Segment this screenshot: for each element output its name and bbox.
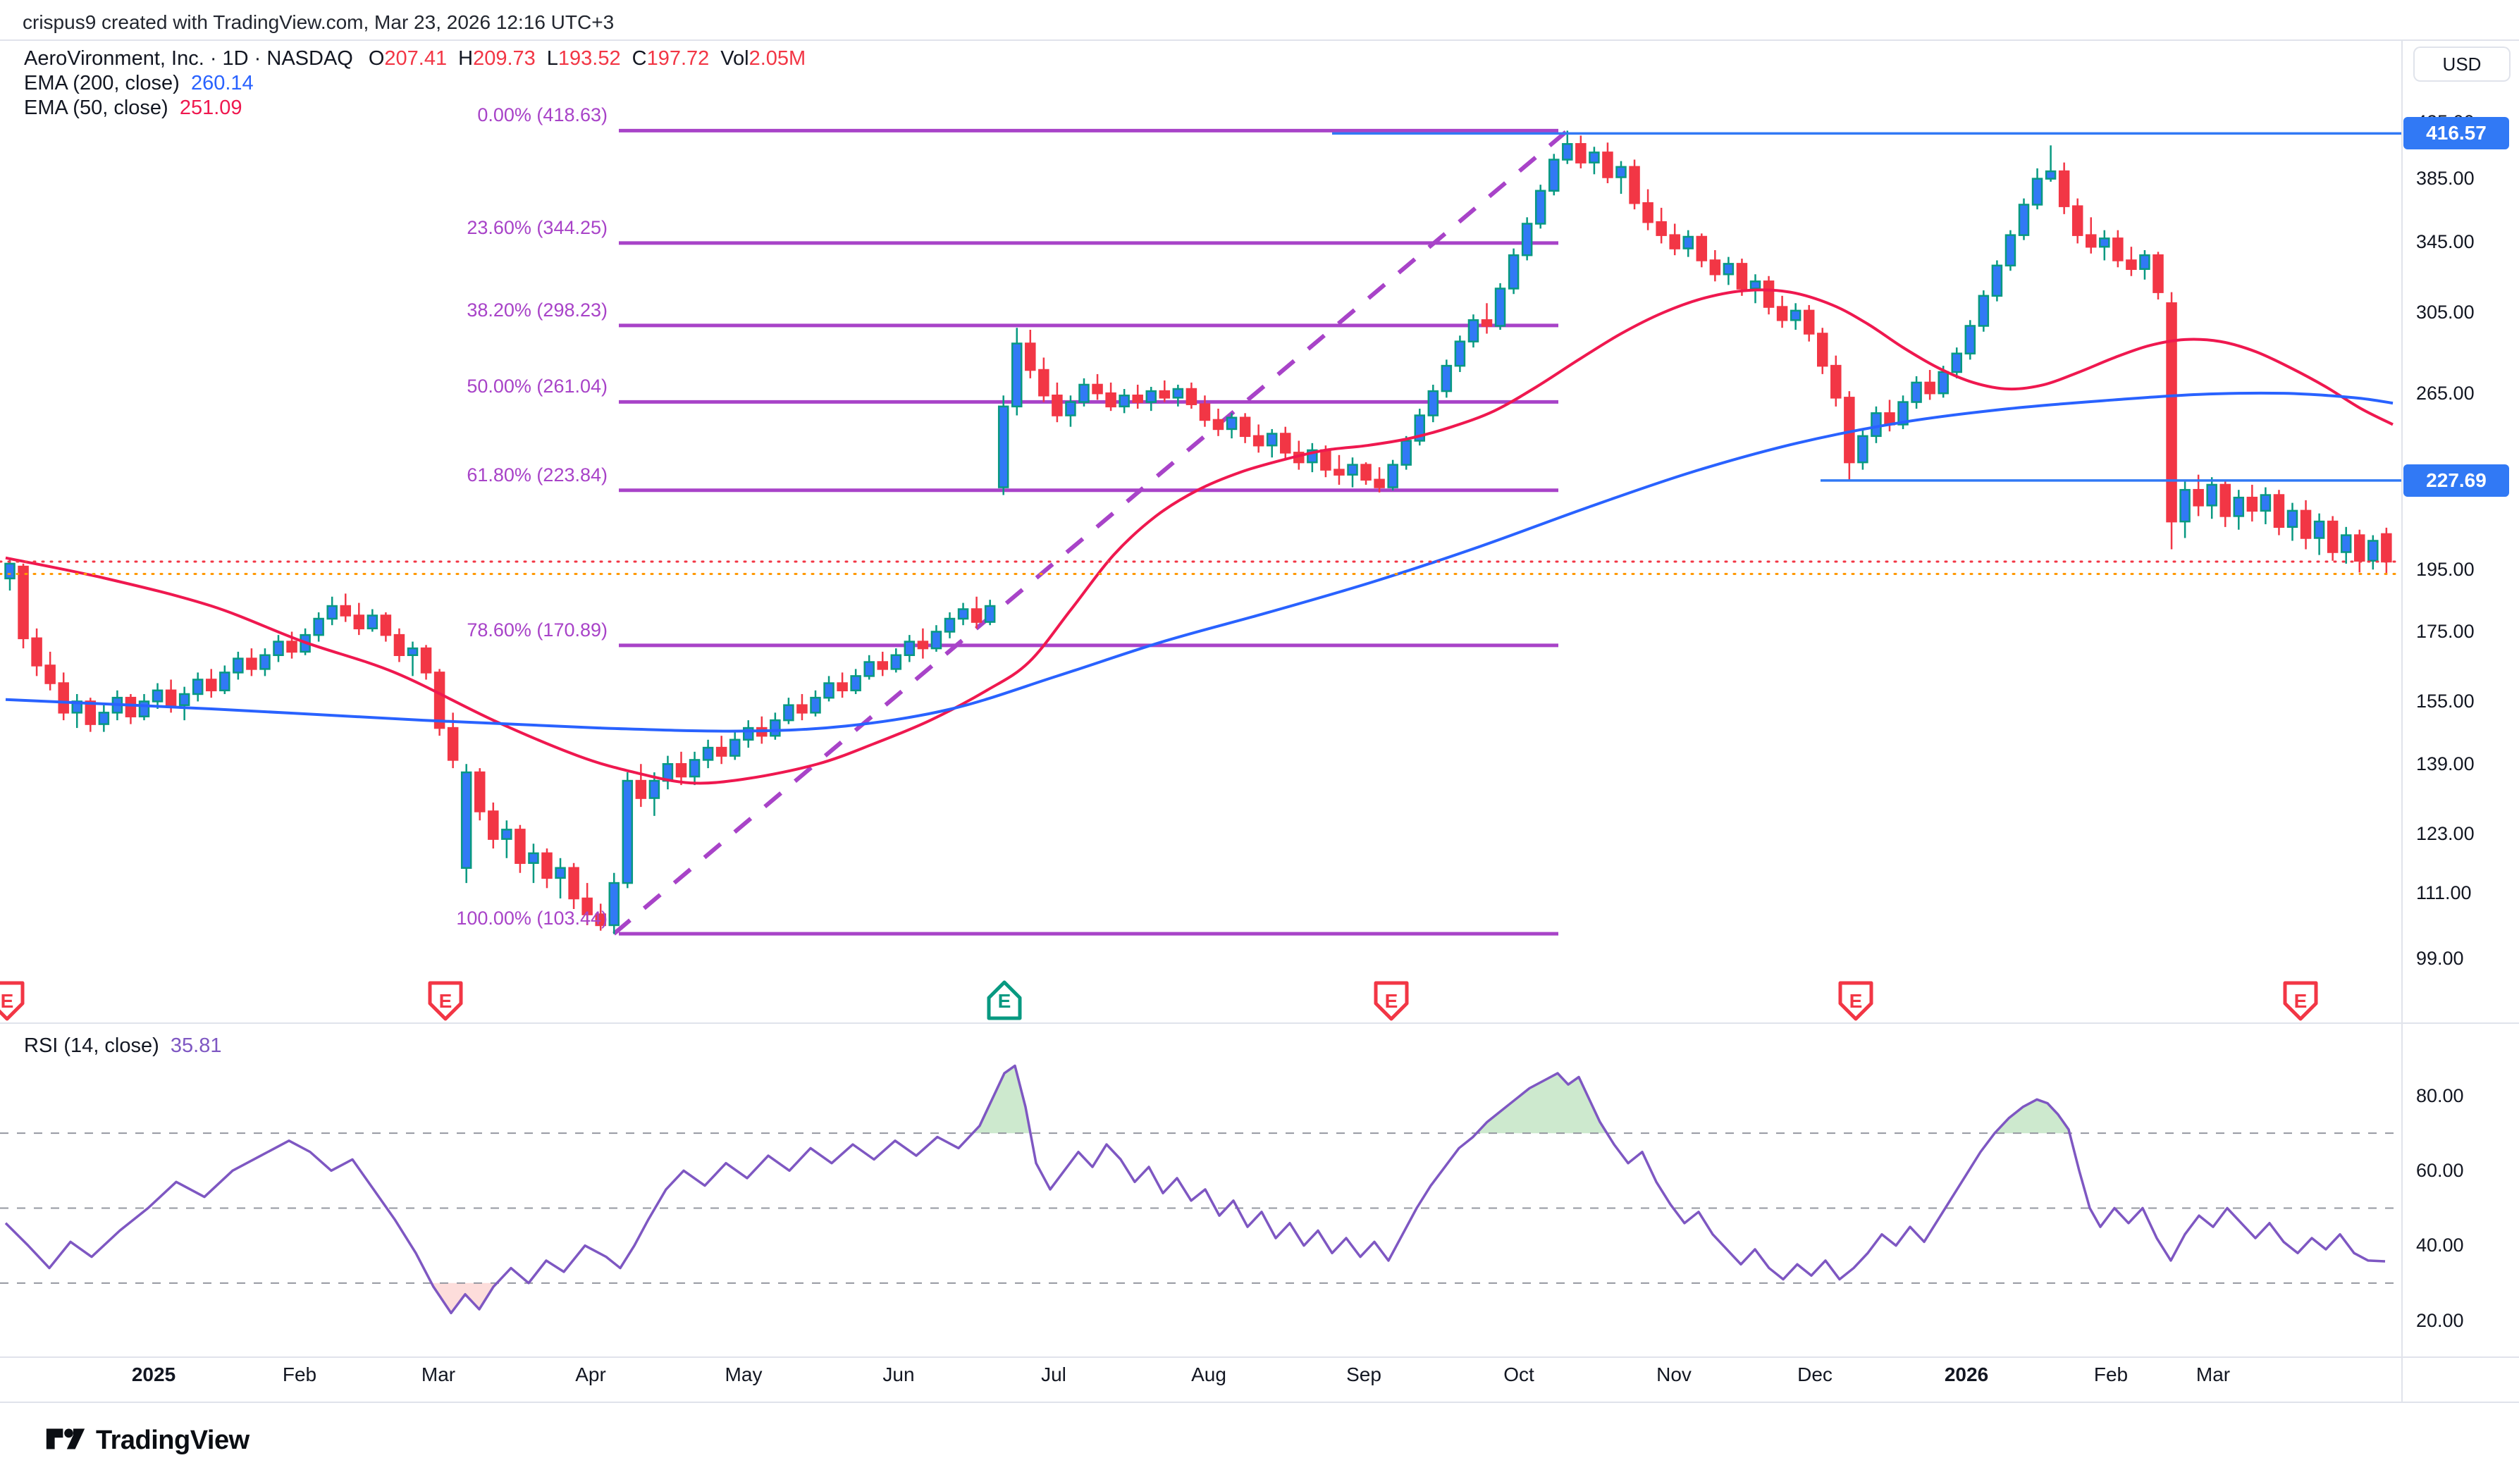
- volume-label: Vol: [720, 47, 749, 70]
- rsi-overbought-fill: [973, 1065, 2070, 1134]
- rsi-value: 35.81: [170, 1034, 222, 1057]
- ema50-value: 251.09: [179, 97, 242, 119]
- price-tick: 385.00: [2416, 168, 2475, 190]
- ema50-label: EMA (50, close): [24, 97, 168, 119]
- open-value: 207.41: [384, 47, 448, 70]
- earnings-marker-miss-icon[interactable]: E: [0, 981, 25, 1021]
- currency-toggle-button[interactable]: USD: [2413, 47, 2511, 82]
- high-value: 209.73: [473, 47, 536, 70]
- fib-level-label: 50.00% (261.04): [467, 376, 608, 397]
- earnings-marker-miss-icon[interactable]: E: [428, 981, 463, 1021]
- time-axis-label: 2026: [1944, 1364, 1989, 1385]
- time-axis-label: Jul: [1041, 1364, 1066, 1385]
- fib-trendline[interactable]: [612, 129, 1569, 936]
- time-axis-label: Aug: [1191, 1364, 1226, 1385]
- low-label: L: [546, 47, 558, 70]
- svg-text:E: E: [1, 990, 14, 1012]
- price-tick: 155.00: [2416, 690, 2475, 712]
- rsi-legend: RSI (14, close) 35.81: [24, 1034, 222, 1058]
- volume-value: 2.05M: [749, 47, 806, 70]
- time-axis-label: May: [725, 1364, 763, 1385]
- low-value: 193.52: [558, 47, 621, 70]
- price-tick: 305.00: [2416, 302, 2475, 323]
- ema200-label: EMA (200, close): [24, 72, 180, 94]
- fib-level-label: 23.60% (344.25): [467, 216, 608, 238]
- price-tick: 139.00: [2416, 753, 2475, 774]
- ema200-legend-row: EMA (200, close) 260.14: [24, 71, 817, 96]
- open-label: O: [368, 47, 385, 70]
- symbol-title: AeroVironment, Inc. · 1D · NASDAQ: [24, 47, 353, 70]
- price-tick: 99.00: [2416, 948, 2464, 970]
- time-axis-label: Mar: [2195, 1364, 2231, 1385]
- rsi-tick: 20.00: [2416, 1309, 2464, 1331]
- price-tick: 265.00: [2416, 382, 2475, 404]
- rsi-tick: 40.00: [2416, 1235, 2464, 1256]
- price-tick: 175.00: [2416, 620, 2475, 642]
- svg-text:E: E: [998, 990, 1011, 1012]
- symbol-legend: AeroVironment, Inc. · 1D · NASDAQ O207.41…: [24, 47, 817, 120]
- ema50-line[interactable]: [5, 288, 2394, 785]
- high-label: H: [458, 47, 474, 70]
- earnings-marker-miss-icon[interactable]: E: [1374, 981, 1409, 1021]
- tradingview-logo-icon[interactable]: [45, 1425, 86, 1457]
- rsi-label: RSI (14, close): [24, 1034, 159, 1057]
- fib-level-label: 0.00% (418.63): [477, 104, 608, 126]
- ema50-legend-row: EMA (50, close) 251.09: [24, 96, 817, 120]
- time-axis-label: Feb: [2093, 1364, 2129, 1385]
- rsi-tick: 60.00: [2416, 1159, 2464, 1181]
- close-label: C: [632, 47, 647, 70]
- time-axis-label: Feb: [282, 1364, 317, 1385]
- time-axis-label: Oct: [1503, 1364, 1534, 1385]
- price-tick: 345.00: [2416, 230, 2475, 252]
- time-axis-label: Dec: [1797, 1364, 1833, 1385]
- svg-text:E: E: [1849, 990, 1863, 1012]
- close-value: 197.72: [646, 47, 710, 70]
- ema200-line[interactable]: [5, 391, 2394, 733]
- time-axis-label: Nov: [1656, 1364, 1692, 1385]
- svg-text:E: E: [2294, 990, 2308, 1012]
- fib-level-label: 100.00% (103.44): [456, 908, 608, 929]
- time-axis-label: Apr: [575, 1364, 606, 1385]
- price-tick: 123.00: [2416, 823, 2475, 845]
- price-tick: 111.00: [2416, 882, 2472, 904]
- rsi-line[interactable]: [4, 1064, 2386, 1315]
- symbol-legend-row: AeroVironment, Inc. · 1D · NASDAQ O207.41…: [24, 47, 817, 71]
- candles: [4, 130, 2392, 934]
- fib-level-label: 78.60% (170.89): [467, 619, 608, 641]
- svg-text:E: E: [439, 990, 452, 1012]
- earnings-marker-miss-icon[interactable]: E: [1838, 981, 1873, 1021]
- earnings-marker-miss-icon[interactable]: E: [2283, 981, 2318, 1021]
- tradingview-brand-text[interactable]: TradingView: [96, 1426, 250, 1455]
- fib-level-label: 61.80% (223.84): [467, 464, 608, 486]
- footer: TradingView: [45, 1425, 250, 1457]
- earnings-marker-beat-icon[interactable]: E: [987, 980, 1022, 1020]
- time-axis-label: 2025: [131, 1364, 176, 1385]
- last-price-badge-416: 416.57: [2403, 117, 2509, 150]
- attribution-text: crispus9 created with TradingView.com, M…: [23, 11, 615, 33]
- rsi-tick: 80.00: [2416, 1084, 2464, 1106]
- ema200-value: 260.14: [190, 72, 254, 94]
- price-tick: 195.00: [2416, 558, 2475, 580]
- ray-price-badge-227: 227.69: [2403, 464, 2509, 497]
- fib-level-label: 38.20% (298.23): [467, 299, 608, 321]
- svg-text:E: E: [1385, 990, 1398, 1012]
- time-axis-label: Jun: [882, 1364, 915, 1385]
- time-axis-label: Mar: [421, 1364, 456, 1385]
- time-axis-label: Sep: [1346, 1364, 1381, 1385]
